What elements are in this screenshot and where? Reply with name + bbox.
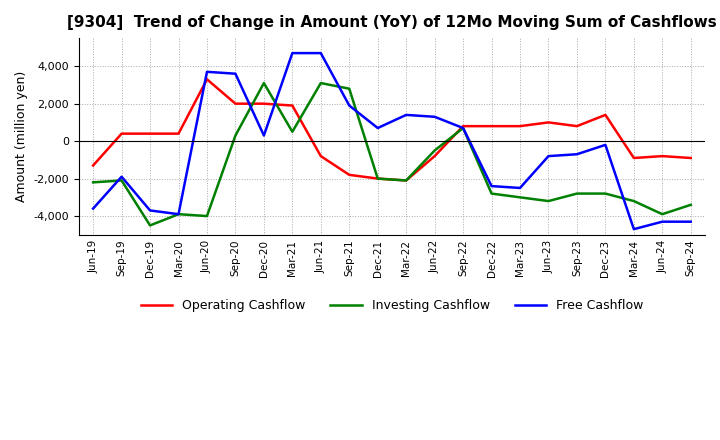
Free Cashflow <box>487 183 496 189</box>
Investing Cashflow <box>544 198 553 204</box>
Operating Cashflow <box>402 178 410 183</box>
Operating Cashflow <box>288 103 297 108</box>
Investing Cashflow <box>516 194 524 200</box>
Free Cashflow <box>317 51 325 56</box>
Investing Cashflow <box>629 198 638 204</box>
Operating Cashflow <box>431 154 439 159</box>
Investing Cashflow <box>459 125 467 131</box>
Investing Cashflow <box>89 180 97 185</box>
Free Cashflow <box>117 174 126 180</box>
Free Cashflow <box>629 227 638 232</box>
Investing Cashflow <box>260 81 269 86</box>
Investing Cashflow <box>402 178 410 183</box>
Investing Cashflow <box>202 213 211 219</box>
Investing Cashflow <box>374 176 382 181</box>
Operating Cashflow <box>202 77 211 82</box>
Operating Cashflow <box>374 176 382 181</box>
Free Cashflow <box>260 133 269 138</box>
Title: [9304]  Trend of Change in Amount (YoY) of 12Mo Moving Sum of Cashflows: [9304] Trend of Change in Amount (YoY) o… <box>67 15 717 30</box>
Operating Cashflow <box>459 124 467 129</box>
Investing Cashflow <box>431 148 439 153</box>
Investing Cashflow <box>686 202 695 207</box>
Free Cashflow <box>374 125 382 131</box>
Investing Cashflow <box>601 191 610 196</box>
Free Cashflow <box>431 114 439 119</box>
Free Cashflow <box>658 219 667 224</box>
Operating Cashflow <box>89 163 97 168</box>
Operating Cashflow <box>487 124 496 129</box>
Free Cashflow <box>89 206 97 211</box>
Line: Operating Cashflow: Operating Cashflow <box>93 79 690 180</box>
Y-axis label: Amount (million yen): Amount (million yen) <box>15 71 28 202</box>
Operating Cashflow <box>544 120 553 125</box>
Operating Cashflow <box>117 131 126 136</box>
Free Cashflow <box>686 219 695 224</box>
Investing Cashflow <box>487 191 496 196</box>
Free Cashflow <box>174 212 183 217</box>
Operating Cashflow <box>658 154 667 159</box>
Investing Cashflow <box>145 223 154 228</box>
Free Cashflow <box>544 154 553 159</box>
Operating Cashflow <box>231 101 240 106</box>
Free Cashflow <box>516 185 524 191</box>
Operating Cashflow <box>145 131 154 136</box>
Operating Cashflow <box>345 172 354 177</box>
Investing Cashflow <box>174 212 183 217</box>
Legend: Operating Cashflow, Investing Cashflow, Free Cashflow: Operating Cashflow, Investing Cashflow, … <box>135 294 648 317</box>
Free Cashflow <box>402 112 410 117</box>
Investing Cashflow <box>658 212 667 217</box>
Free Cashflow <box>231 71 240 77</box>
Operating Cashflow <box>516 124 524 129</box>
Operating Cashflow <box>686 155 695 161</box>
Investing Cashflow <box>317 81 325 86</box>
Free Cashflow <box>202 69 211 74</box>
Investing Cashflow <box>231 133 240 138</box>
Free Cashflow <box>288 51 297 56</box>
Operating Cashflow <box>317 154 325 159</box>
Line: Investing Cashflow: Investing Cashflow <box>93 83 690 225</box>
Free Cashflow <box>459 125 467 131</box>
Free Cashflow <box>345 103 354 108</box>
Operating Cashflow <box>260 101 269 106</box>
Investing Cashflow <box>288 129 297 134</box>
Operating Cashflow <box>572 124 581 129</box>
Free Cashflow <box>601 142 610 147</box>
Investing Cashflow <box>117 178 126 183</box>
Operating Cashflow <box>174 131 183 136</box>
Investing Cashflow <box>572 191 581 196</box>
Operating Cashflow <box>629 155 638 161</box>
Free Cashflow <box>572 152 581 157</box>
Investing Cashflow <box>345 86 354 92</box>
Line: Free Cashflow: Free Cashflow <box>93 53 690 229</box>
Free Cashflow <box>145 208 154 213</box>
Operating Cashflow <box>601 112 610 117</box>
